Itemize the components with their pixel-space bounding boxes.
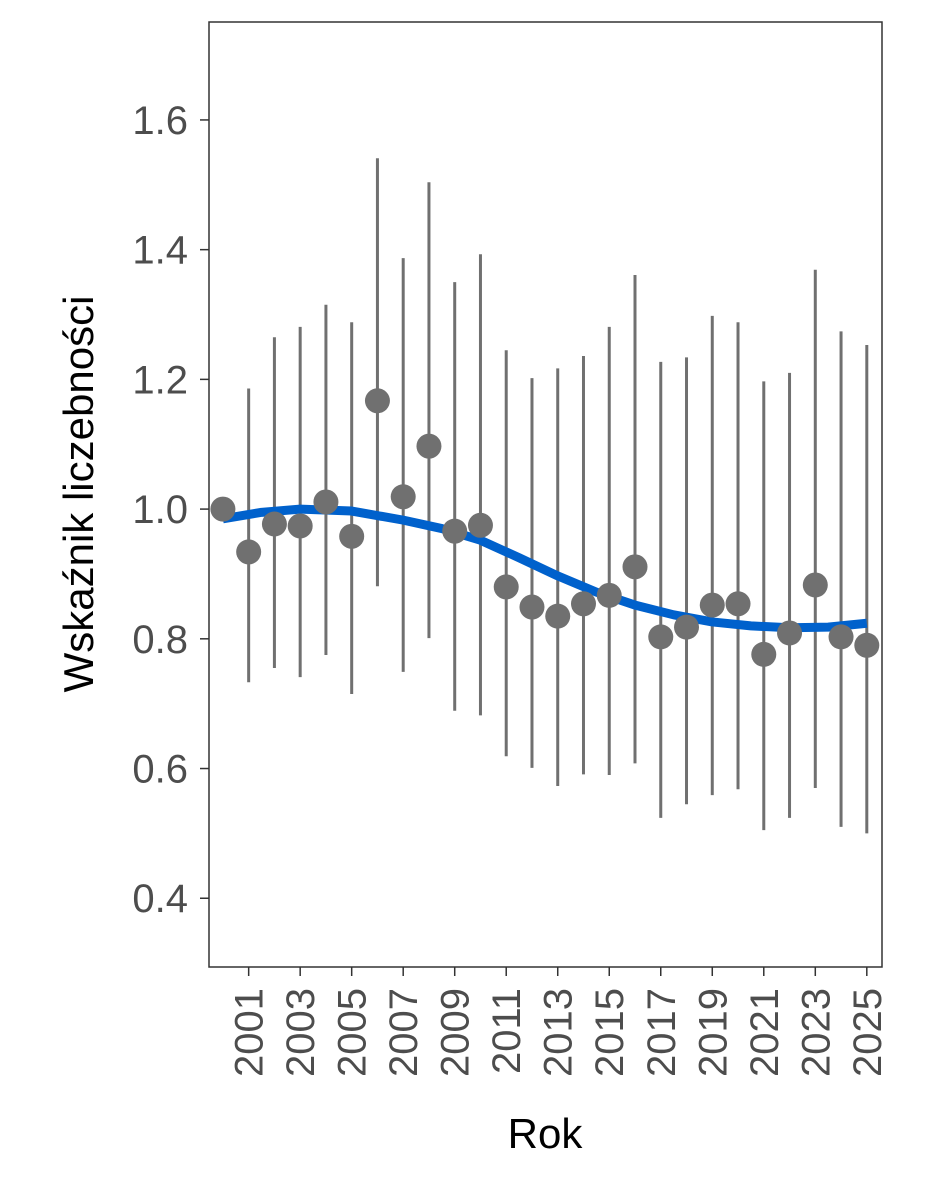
data-point xyxy=(210,496,236,522)
x-tick-label: 2015 xyxy=(588,988,632,1077)
data-point xyxy=(236,539,262,565)
data-point xyxy=(802,572,828,598)
y-tick-label: 0.8 xyxy=(132,618,188,662)
data-point xyxy=(648,624,674,650)
x-axis-label: Rok xyxy=(508,1110,584,1157)
data-point xyxy=(570,591,596,617)
data-point xyxy=(674,614,700,640)
x-tick-label: 2017 xyxy=(640,988,684,1077)
data-point xyxy=(699,592,725,618)
y-tick-label: 1.0 xyxy=(132,488,188,532)
x-tick-label: 2003 xyxy=(279,988,323,1077)
data-point xyxy=(828,624,854,650)
data-point xyxy=(596,582,622,608)
plot-panel xyxy=(208,21,883,968)
y-axis: 0.4 0.6 0.8 1.0 1.2 1.4 1.6 xyxy=(132,99,209,921)
x-tick-label: 2013 xyxy=(537,988,581,1077)
data-point xyxy=(725,591,751,617)
data-point xyxy=(751,641,777,667)
data-point xyxy=(493,574,519,600)
x-tick-label: 2007 xyxy=(382,988,426,1077)
y-axis-label: Wskaźnik liczebności xyxy=(55,296,102,693)
data-point xyxy=(313,489,339,515)
data-point xyxy=(467,512,493,538)
data-point xyxy=(339,523,365,549)
x-tick-label: 2009 xyxy=(434,988,478,1077)
x-tick-label: 2011 xyxy=(485,988,529,1074)
x-tick-label: 2025 xyxy=(846,988,890,1077)
data-point xyxy=(442,518,468,544)
x-tick-label: 2001 xyxy=(228,988,272,1077)
y-tick-label: 0.6 xyxy=(132,748,188,792)
data-point xyxy=(287,513,313,539)
data-point xyxy=(777,620,803,646)
x-tick-label: 2021 xyxy=(743,988,787,1077)
x-tick-label: 2019 xyxy=(691,988,735,1077)
data-point xyxy=(261,511,287,537)
x-tick-label: 2005 xyxy=(331,988,375,1077)
x-axis: 2001 2003 2005 2007 2009 2011 2013 2015 2017 2019… xyxy=(228,967,890,1077)
y-tick-label: 1.4 xyxy=(132,229,188,273)
marks xyxy=(210,158,880,834)
data-point xyxy=(390,484,416,510)
x-tick-label: 2023 xyxy=(794,988,838,1077)
data-point xyxy=(519,594,545,620)
y-tick-label: 1.2 xyxy=(132,358,188,402)
y-tick-label: 0.4 xyxy=(132,877,188,921)
data-point xyxy=(416,433,442,459)
data-point xyxy=(364,388,390,414)
data-point xyxy=(622,554,648,580)
data-point xyxy=(545,603,571,629)
y-tick-label: 1.6 xyxy=(132,99,188,143)
data-point xyxy=(854,632,880,658)
